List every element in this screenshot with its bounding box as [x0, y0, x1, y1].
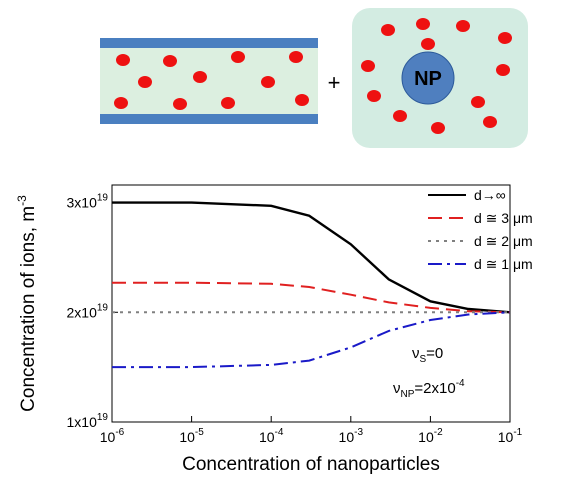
x-tick-label: 10-5 — [179, 427, 204, 445]
y-tick-label: 2x1019 — [67, 302, 109, 320]
x-tick-text: 10 — [339, 429, 355, 445]
x-tick-label: 10-3 — [339, 427, 364, 445]
annotation: νNP=2x10-4 — [393, 378, 465, 400]
x-tick-label: 10-1 — [498, 427, 523, 445]
y-axis-label-text: Concentration of ions, m — [18, 206, 39, 412]
y-tick-text: 1x10 — [67, 414, 98, 430]
annotation-text: =0 — [426, 345, 443, 362]
x-axis-label: Concentration of nanoparticles — [182, 454, 440, 475]
x-tick-text: 10 — [498, 429, 514, 445]
electrode — [100, 114, 318, 124]
series-line — [112, 203, 510, 313]
x-tick-exponent: -2 — [434, 427, 443, 438]
channel — [100, 40, 318, 122]
plus-sign: + — [328, 70, 341, 95]
electrode — [100, 38, 318, 48]
x-tick-text: 10 — [100, 429, 116, 445]
y-tick-exponent: 19 — [97, 412, 109, 423]
y-tick-exponent: 19 — [97, 302, 109, 313]
y-axis-label-exponent: -3 — [15, 195, 29, 206]
y-tick-label: 1x1019 — [67, 412, 109, 430]
x-tick-text: 10 — [418, 429, 434, 445]
legend-label: d ≅ 3 μm — [474, 210, 533, 226]
x-tick-label: 10-6 — [100, 427, 125, 445]
x-tick-text: 10 — [259, 429, 275, 445]
x-tick-exponent: -6 — [115, 427, 124, 438]
y-axis-label: Concentration of ions, m-3 — [15, 195, 39, 412]
y-tick-text: 3x10 — [67, 195, 98, 211]
x-tick-exponent: -4 — [275, 427, 284, 438]
nanoparticle-label: NP — [414, 68, 442, 90]
x-tick-label: 10-2 — [418, 427, 443, 445]
y-tick-label: 3x1019 — [67, 193, 109, 211]
figure: + NP 1x10192x10193x101910-610-510-410-31… — [0, 0, 566, 479]
annotation-symbol: ν — [412, 345, 420, 362]
annotation: νS=0 — [412, 345, 443, 365]
x-tick-exponent: -3 — [354, 427, 363, 438]
y-tick-text: 2x10 — [67, 304, 98, 320]
x-tick-label: 10-4 — [259, 427, 284, 445]
annotation-text: =2x10 — [414, 380, 455, 397]
annotation-subscript: NP — [401, 389, 415, 400]
x-tick-text: 10 — [179, 429, 195, 445]
diagram: + NP — [100, 8, 528, 148]
annotation-symbol: ν — [393, 380, 401, 397]
x-tick-exponent: -5 — [195, 427, 204, 438]
annotation-exponent: -4 — [456, 378, 465, 389]
legend-label: d ≅ 1 μm — [474, 256, 533, 272]
series-line — [112, 283, 510, 313]
legend-label: d ≅ 2 μm — [474, 233, 533, 249]
y-tick-exponent: 19 — [97, 193, 109, 204]
series-line — [112, 312, 510, 367]
legend-label: d→∞ — [474, 187, 506, 203]
x-tick-exponent: -1 — [513, 427, 522, 438]
